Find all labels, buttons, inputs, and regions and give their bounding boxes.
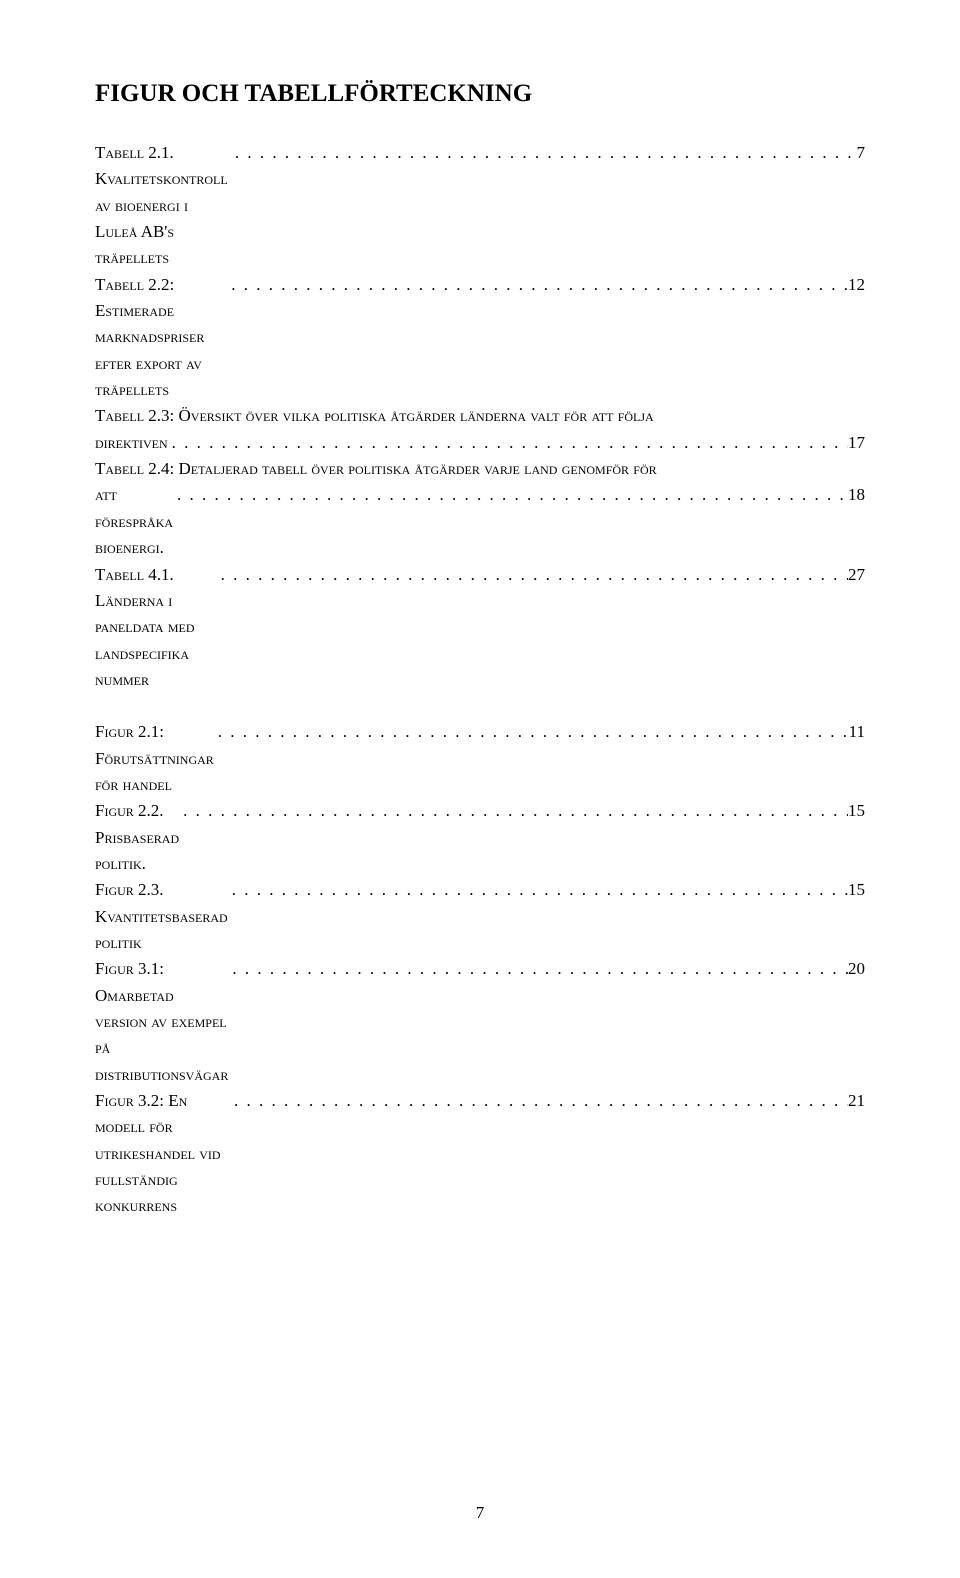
tables-list: Tabell 2.1. Kvalitetskontroll av bioener… — [95, 140, 865, 693]
toc-leader: . . . . . . . . . . . . . . . . . . . . … — [228, 877, 848, 903]
toc-entry: Figur 2.2. Prisbaserad politik. . . . . … — [95, 798, 865, 877]
toc-entry: Tabell 2.3: Översikt över vilka politisk… — [95, 403, 865, 456]
toc-leader: . . . . . . . . . . . . . . . . . . . . … — [230, 1088, 848, 1114]
toc-leader: . . . . . . . . . . . . . . . . . . . . … — [168, 430, 848, 456]
toc-label: Figur 3.2: En modell för utrikeshandel v… — [95, 1088, 230, 1220]
toc-leader: . . . . . . . . . . . . . . . . . . . . … — [228, 956, 848, 982]
toc-entry: Tabell 4.1. Länderna i paneldata med lan… — [95, 562, 865, 694]
toc-label-line2: att förespråka bioenergi. — [95, 482, 173, 561]
toc-page: 15 — [848, 798, 865, 824]
toc-page: 7 — [857, 140, 866, 166]
figures-list: Figur 2.1: Förutsättningar för handel . … — [95, 719, 865, 1220]
toc-label-line1: Tabell 2.3: Översikt över vilka politisk… — [95, 403, 865, 429]
toc-leader: . . . . . . . . . . . . . . . . . . . . … — [217, 562, 848, 588]
toc-label: Figur 2.3. Kvantitetsbaserad politik — [95, 877, 228, 956]
toc-label: Figur 3.1: Omarbetad version av exempel … — [95, 956, 228, 1088]
toc-entry: Tabell 2.1. Kvalitetskontroll av bioener… — [95, 140, 865, 272]
toc-page: 17 — [848, 430, 865, 456]
toc-entry: Figur 3.1: Omarbetad version av exempel … — [95, 956, 865, 1088]
toc-label: Figur 2.1: Förutsättningar för handel — [95, 719, 214, 798]
toc-label: Tabell 4.1. Länderna i paneldata med lan… — [95, 562, 217, 694]
toc-entry: Figur 3.2: En modell för utrikeshandel v… — [95, 1088, 865, 1220]
toc-page: 18 — [848, 482, 865, 508]
toc-label-line1: Tabell 2.4: Detaljerad tabell över polit… — [95, 456, 865, 482]
toc-entry: Figur 2.3. Kvantitetsbaserad politik . .… — [95, 877, 865, 956]
toc-label-line2: direktiven — [95, 430, 168, 456]
page-title: FIGUR OCH TABELLFÖRTECKNING — [95, 80, 865, 108]
toc-label: Figur 2.2. Prisbaserad politik. — [95, 798, 179, 877]
toc-leader: . . . . . . . . . . . . . . . . . . . . … — [214, 719, 849, 745]
toc-page: 11 — [849, 719, 865, 745]
toc-entry: Tabell 2.2: Estimerade marknadspriser ef… — [95, 272, 865, 404]
toc-leader: . . . . . . . . . . . . . . . . . . . . … — [173, 482, 848, 508]
page-number: 7 — [0, 1503, 960, 1523]
toc-page: 20 — [848, 956, 865, 982]
toc-entry: Figur 2.1: Förutsättningar för handel . … — [95, 719, 865, 798]
toc-leader: . . . . . . . . . . . . . . . . . . . . … — [231, 140, 857, 166]
toc-page: 21 — [848, 1088, 865, 1114]
toc-leader: . . . . . . . . . . . . . . . . . . . . … — [179, 798, 848, 824]
toc-label: Tabell 2.2: Estimerade marknadspriser ef… — [95, 272, 227, 404]
toc-label: Tabell 2.1. Kvalitetskontroll av bioener… — [95, 140, 231, 272]
toc-entry: Tabell 2.4: Detaljerad tabell över polit… — [95, 456, 865, 561]
toc-page: 27 — [848, 562, 865, 588]
toc-page: 15 — [848, 877, 865, 903]
toc-leader: . . . . . . . . . . . . . . . . . . . . … — [227, 272, 848, 298]
toc-page: 12 — [848, 272, 865, 298]
